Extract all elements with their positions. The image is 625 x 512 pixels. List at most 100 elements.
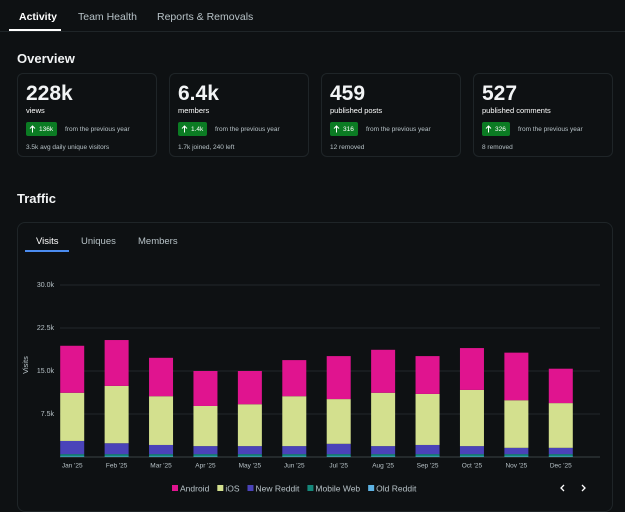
prev-page[interactable] — [560, 484, 565, 492]
bar-segment — [60, 454, 85, 457]
bar-segment — [326, 456, 351, 457]
change-badge: 136k — [26, 122, 58, 136]
bar-segment — [548, 447, 573, 455]
change-badge: 316 — [330, 122, 358, 136]
x-tick-label: May '25 — [239, 463, 262, 470]
bar-segment — [237, 454, 262, 457]
stat-note: 8 removed — [482, 144, 513, 151]
legend-label: Old Reddit — [376, 483, 417, 493]
bar-segment — [149, 396, 174, 445]
bar-segment — [237, 371, 262, 405]
stat-value: 527 — [482, 82, 518, 105]
stat-label: published comments — [482, 106, 551, 115]
bar-segment — [504, 352, 529, 401]
bar-segment — [371, 446, 396, 455]
bar-segment — [504, 447, 529, 455]
x-tick-label: Mar '25 — [150, 463, 172, 470]
tab-underline — [9, 29, 61, 31]
bar-segment — [326, 399, 351, 444]
bar-segment — [371, 392, 396, 447]
chart-tab[interactable]: Visits — [36, 236, 59, 247]
bar-segment — [104, 454, 129, 457]
stat-card: 527 published comments 326 from the previou… — [473, 73, 613, 157]
bar-segment — [193, 446, 218, 455]
stat-note: 3.5k avg daily unique visitors — [26, 144, 110, 151]
bar-segment — [371, 454, 396, 457]
bar-segment — [371, 349, 396, 393]
bar-segment — [104, 385, 129, 444]
bar-segment — [548, 454, 573, 457]
bar-segment — [548, 456, 573, 457]
stat-label: views — [26, 106, 45, 115]
up-arrow — [181, 125, 188, 133]
bar-segment — [326, 356, 351, 400]
bar-segment — [282, 446, 307, 455]
bar-segment — [237, 404, 262, 447]
up-arrow — [485, 125, 492, 133]
bar-segment — [459, 389, 484, 447]
section-title: Overview — [17, 51, 75, 66]
bar-segment — [60, 392, 85, 441]
bar-segment — [60, 440, 85, 455]
bar-segment — [415, 444, 440, 455]
x-tick-label: Apr '25 — [195, 463, 216, 470]
next-page[interactable] — [581, 484, 586, 492]
chart-tab-underline — [25, 250, 69, 252]
legend-label: New Reddit — [255, 483, 300, 493]
bar-segment — [104, 456, 129, 457]
change-value: 1.4k — [191, 125, 204, 133]
bar-segment — [282, 456, 307, 457]
up-arrow — [333, 125, 340, 133]
y-tick-label: 22.5k — [37, 325, 55, 332]
stat-value: 228k — [26, 82, 73, 105]
bar-segment — [104, 340, 129, 386]
bar-segment — [193, 405, 218, 447]
y-tick-label: 30.0k — [37, 282, 55, 289]
stat-label: members — [178, 106, 210, 115]
change-value: 136k — [39, 125, 54, 133]
bar-segment — [459, 348, 484, 390]
chart: Visits 7.5k 15.0k 22.5k 30.0k Jan '25 Feb '25… — [21, 282, 600, 493]
chart-tab[interactable]: Members — [138, 236, 178, 247]
bar-segment — [193, 456, 218, 457]
bar-segment — [459, 446, 484, 455]
bar-segment — [149, 456, 174, 457]
bar-segment — [371, 456, 396, 457]
tab[interactable]: Activity — [19, 11, 57, 23]
bar-segment — [415, 456, 440, 457]
x-tick-label: Sep '25 — [417, 463, 439, 470]
bar-segment — [504, 400, 529, 448]
tab[interactable]: Reports & Removals — [157, 11, 254, 23]
bar-segment — [326, 454, 351, 457]
change-value: 316 — [343, 125, 354, 133]
page: {"tabs": ["Activity", "Team Health", "Re… — [0, 11, 625, 512]
x-tick-label: Jun '25 — [284, 463, 305, 470]
stat-card: 6.4k members 1.4k from the previous year 1.7… — [169, 73, 309, 157]
up-arrow — [29, 125, 36, 133]
section-title: Traffic — [17, 191, 57, 206]
change-label: from the previous year — [518, 126, 583, 133]
tab[interactable]: Team Health — [78, 11, 137, 23]
bar-segment — [415, 393, 440, 445]
stat-note: 12 removed — [330, 144, 365, 151]
legend-swatch — [368, 485, 375, 491]
change-label: from the previous year — [65, 126, 130, 133]
bar-segment — [149, 454, 174, 457]
bar-segment — [193, 371, 218, 406]
legend-swatch — [247, 485, 254, 491]
legend-swatch — [217, 485, 224, 491]
stat-value: 6.4k — [178, 82, 219, 105]
bar-segment — [282, 454, 307, 457]
change-label: from the previous year — [215, 126, 280, 133]
bar-segment — [60, 456, 85, 457]
bar-segment — [548, 368, 573, 404]
bar-segment — [504, 456, 529, 457]
bar-segment — [459, 454, 484, 457]
change-badge: 326 — [482, 122, 510, 136]
legend-swatch — [172, 485, 178, 491]
stat-value: 459 — [330, 82, 366, 105]
bar-segment — [282, 396, 307, 447]
chart-tab[interactable]: Uniques — [81, 236, 116, 247]
x-tick-label: Jan '25 — [62, 463, 83, 470]
x-tick-label: Oct '25 — [462, 463, 483, 470]
